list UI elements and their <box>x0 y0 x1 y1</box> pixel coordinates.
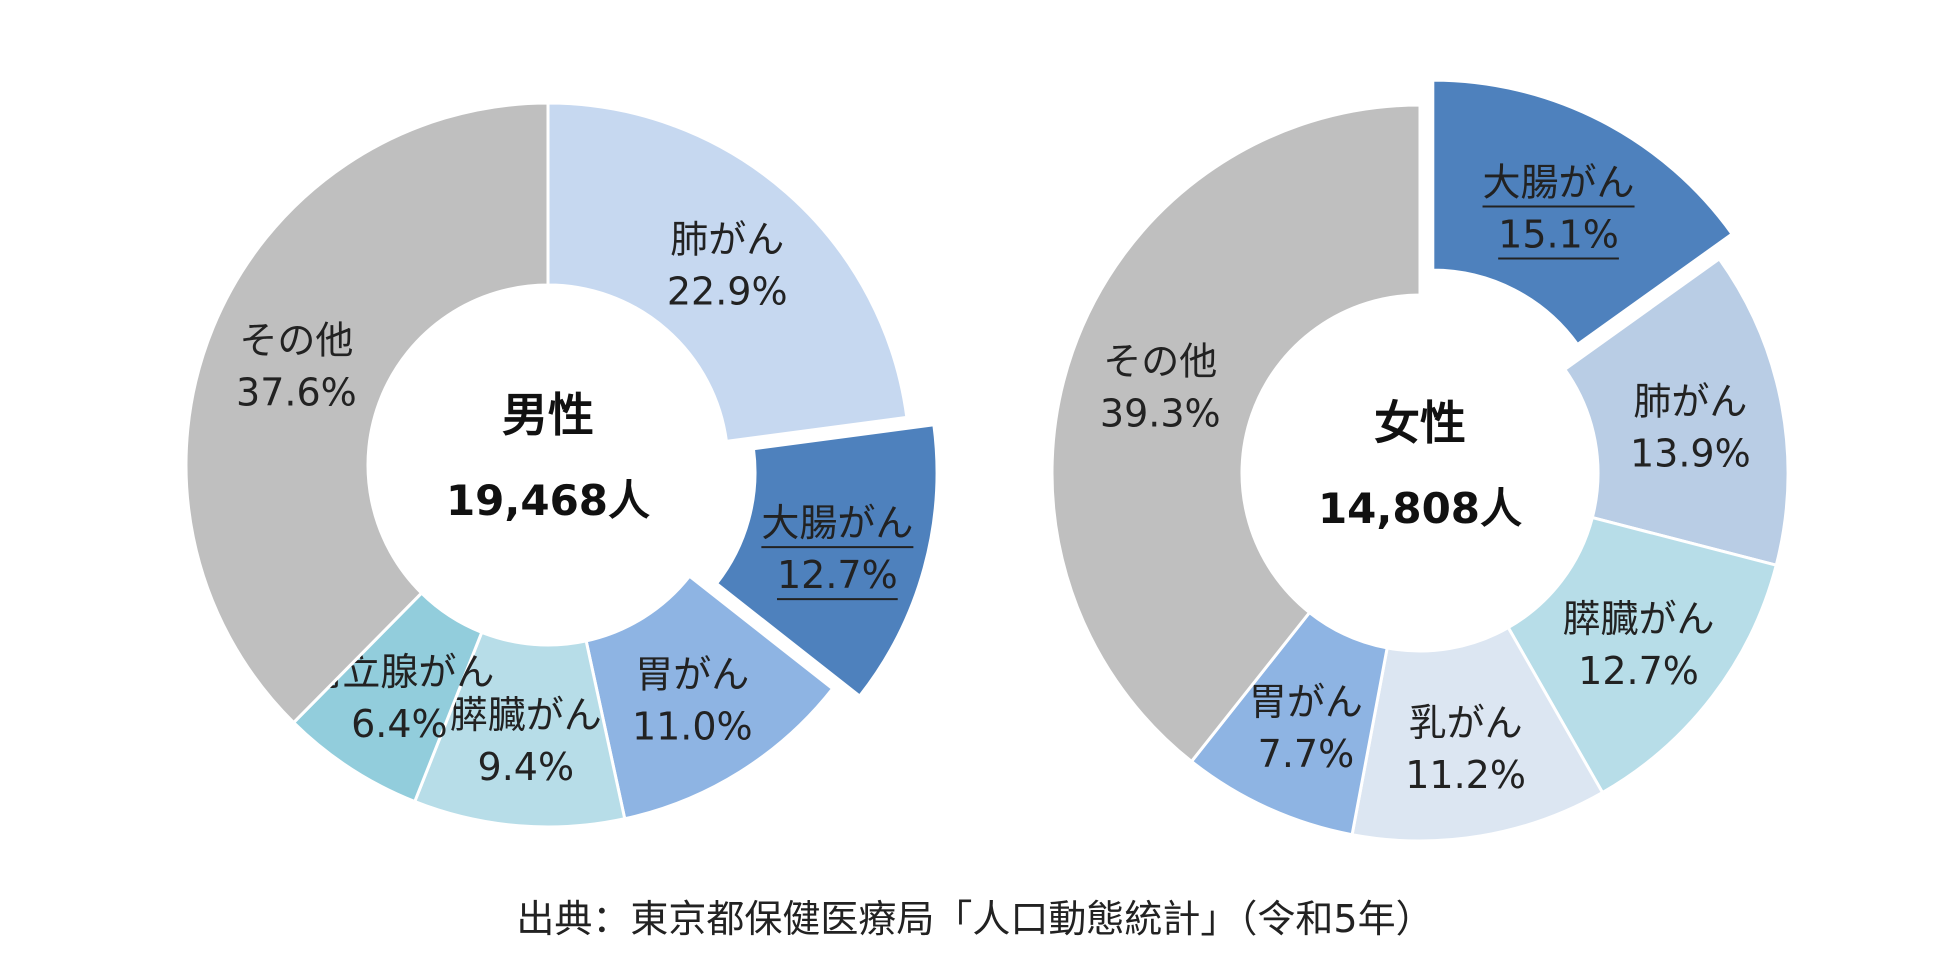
slice-female-breast <box>1350 625 1605 843</box>
slice-label-female-pancreas: 膵臓がん <box>1562 597 1714 641</box>
slice-value-female-lung: 13.9% <box>1630 432 1751 476</box>
center-title-male: 男性 <box>502 388 594 442</box>
slice-female-lung <box>1562 256 1790 567</box>
slice-label-male-colorectal: 大腸がん <box>761 501 913 545</box>
slice-value-female-stomach: 7.7% <box>1258 732 1355 776</box>
center-total-female: 14,808人 <box>1318 484 1522 533</box>
slice-label-male-other: その他 <box>239 319 353 363</box>
center-total-male: 19,468人 <box>446 476 650 525</box>
slice-female-colorectal <box>1431 78 1735 347</box>
slice-value-male-prostate: 6.4% <box>351 702 448 746</box>
slice-label-female-colorectal: 大腸がん <box>1483 161 1635 205</box>
slice-label-male-lung: 肺がん <box>670 217 784 261</box>
slice-value-female-colorectal: 15.1% <box>1498 213 1619 257</box>
center-title-female: 女性 <box>1374 396 1466 450</box>
slice-value-male-other: 37.6% <box>236 371 357 415</box>
slice-value-male-colorectal: 12.7% <box>777 553 898 597</box>
source-note: 出典：東京都保健医療局「人口動態統計」（令和5年） <box>516 897 1434 941</box>
donut-chart-male: 肺がん22.9%大腸がん12.7%胃がん11.0%膵臓がん9.4%前立腺がん6.… <box>184 101 939 829</box>
slice-label-female-lung: 肺がん <box>1633 380 1747 424</box>
slice-male-other <box>184 101 550 725</box>
slice-male-lung <box>546 101 909 444</box>
slice-label-male-stomach: 胃がん <box>635 653 749 697</box>
slice-label-female-breast: 乳がん <box>1409 701 1523 745</box>
donut-chart-female: 大腸がん 15.1% 肺がん 13.9% 膵臓がん 12.7% 乳がん 11.2% 胃がん 7.7… <box>1050 78 1790 843</box>
slice-value-female-pancreas: 12.7% <box>1578 649 1699 693</box>
slice-value-female-other: 39.3% <box>1100 392 1221 436</box>
slice-male-colorectal <box>714 423 939 699</box>
slice-value-male-lung: 22.9% <box>667 269 788 313</box>
slice-label-female-other: その他 <box>1103 340 1217 384</box>
slice-label-male-pancreas: 膵臓がん <box>450 693 602 737</box>
slice-value-female-breast: 11.2% <box>1405 753 1526 797</box>
slice-female-pancreas <box>1506 515 1779 795</box>
slice-value-male-stomach: 11.0% <box>632 705 753 749</box>
slice-female-other <box>1050 103 1422 764</box>
slice-label-female-stomach: 胃がん <box>1249 680 1363 724</box>
slice-value-male-pancreas: 9.4% <box>478 745 575 789</box>
